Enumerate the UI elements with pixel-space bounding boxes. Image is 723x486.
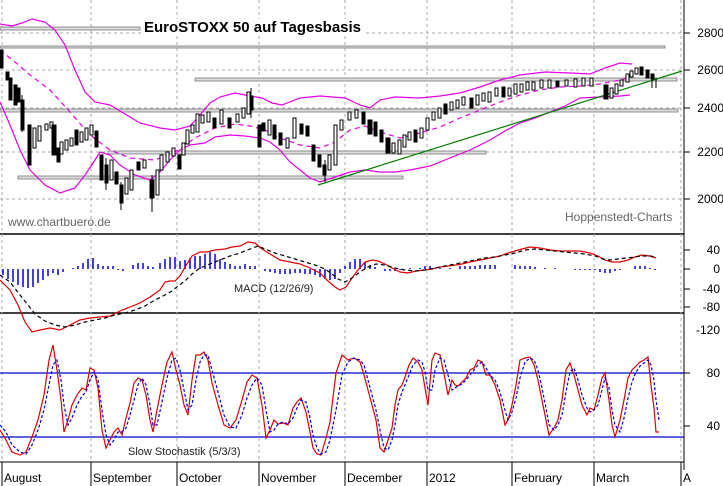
x-label-2012: 2012 — [429, 471, 456, 485]
x-label-march: March — [596, 471, 630, 485]
y-tick-2200: 2200 — [697, 145, 723, 159]
vertical-gridlines — [1, 0, 682, 462]
y-tick-2800: 2800 — [697, 26, 723, 40]
x-label-september: September — [93, 471, 152, 485]
x-label-february: February — [514, 471, 563, 485]
y-tick-2400: 2400 — [697, 101, 723, 115]
macd-signal-line — [0, 245, 657, 328]
y-tick-2600: 2600 — [697, 63, 723, 77]
chart-title: EuroSTOXX 50 auf Tagesbasis — [142, 19, 364, 36]
y-tick-stoch-80: 80 — [706, 366, 720, 380]
macd-label: MACD (12/26/9) — [234, 283, 314, 295]
x-label-december: December — [347, 471, 403, 485]
trendline — [317, 70, 683, 186]
stoch-k-line — [0, 344, 659, 456]
y-tick-macd-0: 0 — [713, 262, 720, 276]
x-axis-ticks — [1, 462, 682, 486]
macd-line — [0, 241, 657, 333]
y-tick-stoch-40: 40 — [706, 419, 720, 433]
watermark-hoppenstedt: Hoppenstedt-Charts — [565, 210, 673, 224]
x-label-april: A — [683, 471, 692, 485]
x-label-august: August — [4, 471, 42, 485]
x-label-november: November — [261, 471, 317, 485]
support-resistance-lines — [0, 26, 679, 180]
y-tick-macd-neg120: -120 — [695, 323, 720, 337]
y-tick-macd-neg40: -40 — [702, 282, 720, 296]
macd-histogram — [2, 252, 656, 288]
stoch-label: Slow Stochastik (5/3/3) — [128, 446, 241, 458]
stoch-d-line — [0, 354, 660, 455]
x-label-october: October — [179, 471, 222, 485]
y-tick-2000: 2000 — [697, 192, 723, 206]
y-axis-ticks — [684, 32, 690, 427]
watermark-chartbuero: www.chartbuero.de — [8, 215, 111, 229]
y-tick-macd-40: 40 — [706, 243, 720, 257]
candlesticks — [0, 49, 657, 212]
bollinger-bands — [0, 18, 633, 194]
y-tick-macd-neg80: -80 — [702, 300, 720, 314]
